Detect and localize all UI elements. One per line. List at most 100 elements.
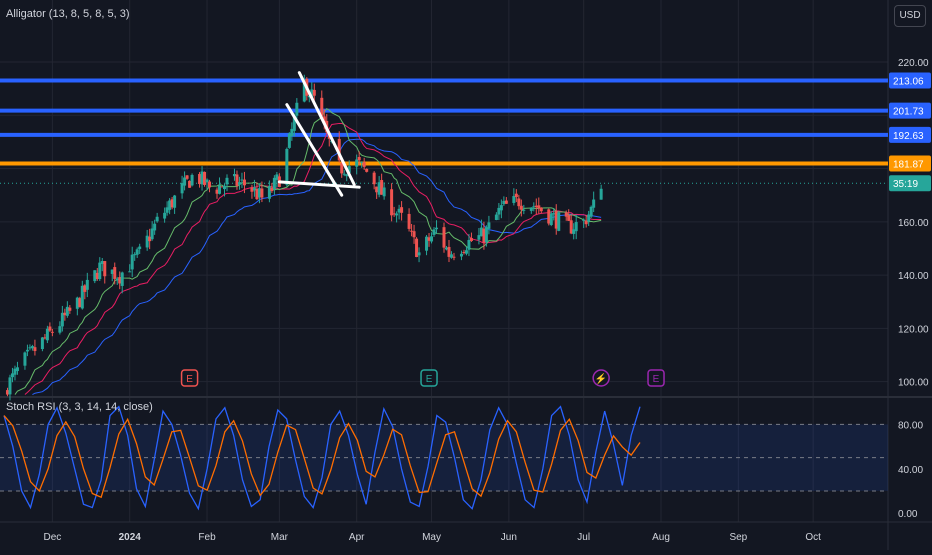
- candle-body: [532, 206, 536, 208]
- candle-body: [444, 247, 448, 250]
- candle-body: [365, 168, 369, 172]
- time-tick-label: Oct: [805, 532, 821, 543]
- candle-body: [340, 162, 344, 174]
- candle-body: [430, 236, 434, 242]
- candle-body: [150, 228, 154, 240]
- candle-body: [347, 166, 351, 173]
- candle-body: [462, 251, 466, 253]
- candle-body: [390, 189, 394, 216]
- candle-body: [569, 220, 573, 234]
- candle-body: [287, 133, 291, 148]
- candle-body: [148, 236, 152, 242]
- price-tick-label: 140.00: [898, 271, 929, 282]
- osc-tick-label: 40.00: [898, 465, 923, 476]
- candle-body: [400, 207, 404, 213]
- candle-body: [497, 207, 501, 215]
- candle-body: [469, 238, 473, 241]
- candle-body: [200, 171, 204, 185]
- candle-body: [5, 390, 9, 395]
- candle-body: [362, 162, 366, 167]
- candle-body: [292, 115, 296, 131]
- candle-body: [110, 269, 114, 274]
- candle-body: [237, 182, 241, 185]
- candle-body: [477, 235, 481, 240]
- candle-body: [425, 236, 429, 251]
- candle-body: [240, 179, 244, 181]
- candle-body: [168, 200, 172, 210]
- candle-body: [267, 185, 271, 199]
- candle-body: [599, 188, 603, 200]
- candle-body: [552, 213, 556, 215]
- main-indicator-title[interactable]: Alligator (13, 8, 5, 8, 5, 3): [6, 8, 130, 20]
- time-tick-label: May: [422, 532, 441, 543]
- candle-body: [459, 253, 463, 257]
- candle-body: [198, 174, 202, 184]
- candle-body: [504, 200, 508, 204]
- time-tick-label: Apr: [349, 532, 365, 543]
- candle-body: [23, 352, 27, 366]
- candle-body: [494, 214, 498, 220]
- candle-body: [567, 215, 571, 221]
- price-level-tag-bg: [889, 102, 931, 119]
- candle-body: [75, 297, 79, 309]
- countdown-tag-bg: [889, 175, 931, 192]
- marker-outline: [647, 369, 665, 387]
- candle-body: [467, 239, 471, 250]
- candle-body: [285, 148, 289, 185]
- currency-button[interactable]: USD: [894, 5, 926, 27]
- marker-label: E: [426, 374, 433, 385]
- candle-body: [93, 270, 97, 282]
- candle-body: [372, 172, 376, 185]
- candle-body: [65, 306, 69, 316]
- candle-body: [502, 200, 506, 205]
- price-level-tag-bg: [889, 72, 931, 89]
- candle-body: [302, 79, 306, 102]
- candle-body: [275, 174, 279, 180]
- price-level-tag-bg: [889, 155, 931, 172]
- candle-body: [270, 187, 274, 192]
- price-tick-label: 220.00: [898, 58, 929, 69]
- candle-body: [584, 220, 588, 225]
- candle-body: [95, 272, 99, 280]
- stoch-k-line: [3, 405, 641, 511]
- candle-body: [225, 177, 229, 185]
- candle-body: [83, 285, 87, 292]
- candle-body: [427, 237, 431, 241]
- candle-body: [432, 229, 436, 235]
- time-tick-label: Feb: [198, 532, 216, 543]
- countdown-tag: 35:19: [893, 179, 918, 190]
- time-tick-label: Dec: [43, 532, 61, 543]
- earnings-marker[interactable]: E: [180, 369, 199, 387]
- candle-body: [10, 373, 14, 378]
- candle-body: [13, 368, 17, 375]
- candle-body: [165, 207, 169, 213]
- time-tick-label: Aug: [652, 532, 670, 543]
- candle-body: [48, 326, 52, 331]
- candle-body: [529, 207, 533, 211]
- candle-body: [355, 159, 359, 167]
- earnings-marker[interactable]: ⚡: [592, 369, 610, 387]
- candle-body: [260, 188, 264, 198]
- earnings-marker[interactable]: E: [420, 369, 438, 387]
- candle-body: [183, 177, 187, 186]
- candle-body: [342, 173, 346, 175]
- candle-body: [397, 208, 401, 213]
- candle-body: [222, 185, 226, 190]
- candle-body: [180, 183, 184, 194]
- osc-indicator-title[interactable]: Stoch RSI (3, 3, 14, 14, close): [6, 401, 153, 413]
- candle-body: [574, 222, 578, 232]
- marker-outline: [180, 369, 199, 387]
- candle-body: [487, 222, 491, 229]
- candle-body: [58, 326, 62, 333]
- candle-body: [78, 298, 82, 307]
- time-tick-label: Jul: [577, 532, 590, 543]
- candle-body: [514, 193, 518, 198]
- candle-body: [145, 235, 149, 248]
- candle-body: [218, 185, 222, 194]
- candle-body: [30, 346, 34, 349]
- candle-body: [415, 238, 419, 257]
- candle-body: [295, 102, 299, 116]
- trendline: [285, 103, 344, 197]
- earnings-marker[interactable]: E: [647, 369, 665, 387]
